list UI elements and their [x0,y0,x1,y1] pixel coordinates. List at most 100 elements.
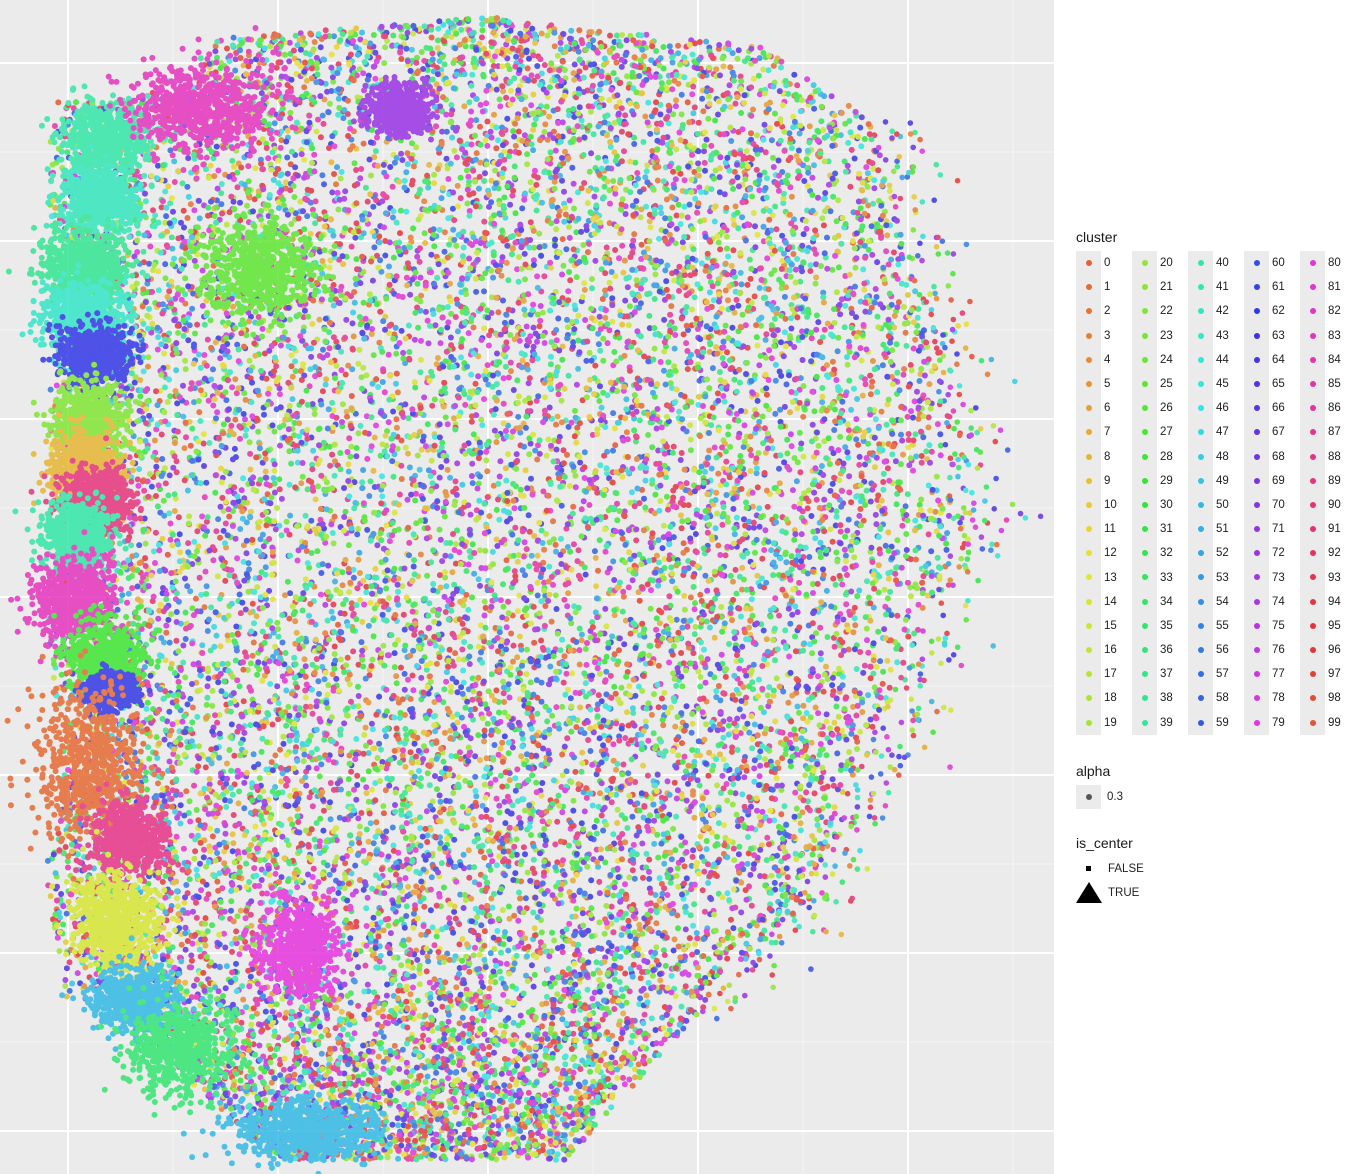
data-point [358,423,364,429]
data-point [123,546,129,552]
data-point [435,166,441,172]
data-point [472,822,478,828]
data-point [704,619,710,625]
data-point [522,132,528,138]
data-point [493,1030,499,1036]
data-point [434,661,440,667]
data-point [499,976,505,982]
data-point [426,340,432,346]
data-point [564,603,570,609]
data-point [288,221,294,227]
data-point [225,661,231,667]
data-point [328,816,334,822]
data-point [752,293,758,299]
data-point [630,1083,636,1089]
data-point [729,263,735,269]
data-point [603,1110,609,1116]
data-point [235,913,241,919]
data-point [367,157,373,163]
data-point [417,259,423,265]
data-point [506,904,512,910]
data-point [258,161,264,167]
data-point [801,454,807,460]
data-point [602,184,608,190]
data-point [542,981,548,987]
data-point [327,101,333,107]
data-point [727,474,733,480]
data-point [356,430,362,436]
data-point [673,97,679,103]
data-point [181,208,187,214]
data-point [832,171,838,177]
data-point [291,655,297,661]
data-point [593,202,599,208]
data-point [761,224,767,230]
data-point [491,935,497,941]
data-point [55,99,61,105]
data-point [285,171,291,177]
data-point [164,229,170,235]
data-point [282,329,288,335]
data-point [535,593,541,599]
data-point [745,282,751,288]
data-point [843,553,849,559]
data-point [361,230,367,236]
data-point [461,905,467,911]
data-point [670,60,676,66]
data-point [682,607,688,613]
data-point [412,379,418,385]
data-point [220,993,226,999]
data-point [302,774,308,780]
data-point [715,543,721,549]
data-point [363,905,369,911]
data-point [638,975,644,981]
data-point [833,508,839,514]
data-point [917,378,923,384]
data-point [453,984,459,990]
data-point [402,185,408,191]
data-point [887,589,893,595]
data-point [394,680,400,686]
data-point [796,148,802,154]
data-point [283,783,289,789]
data-point [398,151,404,157]
data-point [392,748,398,754]
data-point [774,675,780,681]
data-point [509,193,515,199]
data-point [398,962,404,968]
data-point [702,168,708,174]
data-point [816,483,822,489]
data-point [511,134,517,140]
data-point [761,628,767,634]
data-point [857,729,863,735]
data-point [369,721,375,727]
data-point [232,376,238,382]
data-point [718,604,724,610]
data-point [799,531,805,537]
data-point [379,759,385,765]
data-point [513,54,519,60]
data-point [562,67,568,73]
data-point [594,818,600,824]
data-point [704,588,710,594]
data-point [717,552,723,558]
data-point [663,278,669,284]
data-point [717,751,723,757]
data-point [378,453,384,459]
data-point [562,692,568,698]
data-point [492,428,498,434]
data-point [559,637,565,643]
data-point [458,27,464,33]
data-point [639,265,645,271]
data-point [472,133,478,139]
data-point [609,904,615,910]
data-point [517,896,523,902]
data-point [654,282,660,288]
data-point [401,1102,407,1108]
data-point [687,422,693,428]
data-point [819,399,825,405]
data-point [868,499,874,505]
data-point [424,839,430,845]
data-point [206,175,212,181]
data-point [813,274,819,280]
